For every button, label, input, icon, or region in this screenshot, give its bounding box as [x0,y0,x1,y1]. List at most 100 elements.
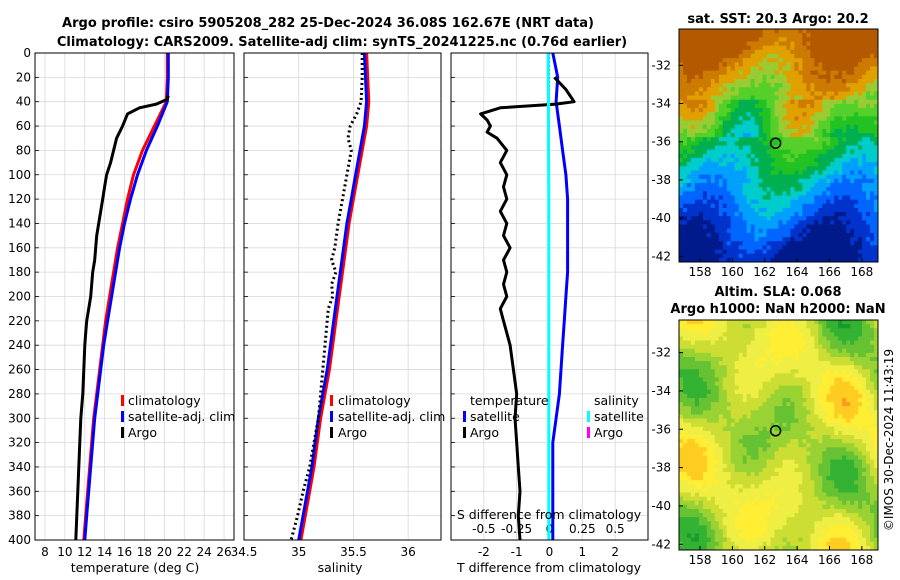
map-cell [730,137,736,142]
map-cell [806,157,811,163]
map-cell [806,141,811,146]
map-cell [679,451,684,456]
map-cell [762,178,767,184]
map-cell [858,78,863,84]
map-cell [694,178,700,184]
map-cell [754,128,759,134]
map-cell [742,455,748,461]
map-cell [766,178,771,184]
map-cell [690,439,696,444]
map-cell [746,377,752,383]
map-cell [690,149,696,155]
map-cell [834,426,839,432]
map-cell [742,103,748,109]
map-cell [778,45,783,51]
map-cell [746,257,752,263]
map-cell [818,344,823,350]
map-cell [782,91,787,96]
map-cell [706,328,712,333]
map-cell [794,418,799,424]
map-cell [854,406,859,411]
map-cell [826,463,831,469]
map-cell [746,439,752,444]
map-cell [730,467,736,473]
map-cell [778,53,783,59]
map-cell [710,406,716,411]
map-cell [866,328,871,333]
map-cell [846,389,851,395]
map-cell [766,447,771,452]
map-cell [854,377,859,383]
map-cell [706,373,712,378]
map-cell [710,58,716,63]
map-cell [706,257,712,263]
map-cell [834,365,839,370]
map-cell [838,447,843,452]
map-cell [838,352,843,358]
map-cell [818,149,823,155]
map-cell [734,91,740,96]
map-cell [698,182,704,188]
map-cell [814,257,819,263]
map-cell [830,402,835,407]
map-cell [698,187,704,192]
map-cell [698,361,704,366]
map-cell [778,439,783,444]
map-cell [822,393,827,399]
map-cell [762,320,767,325]
map-cell [842,62,847,67]
map-cell [782,439,787,444]
map-cell [774,389,779,395]
map-cell [858,29,863,34]
map-cell [842,207,847,213]
map-cell [694,120,700,126]
map-cell [818,157,823,163]
map-cell [782,253,787,259]
map-cell [806,162,811,167]
map-cell [826,447,831,452]
map-cell [834,410,839,415]
map-cell [866,145,871,151]
map-cell [830,120,835,126]
map-cell [714,174,720,180]
map-cell [802,418,807,424]
map-cell [866,352,871,358]
map-cell [718,195,724,200]
map-cell [682,191,688,196]
map-cell [770,66,775,72]
map-cell [702,112,708,117]
map-cell [858,467,863,473]
map-cell [782,191,787,196]
map-cell [738,37,744,42]
map-cell [706,174,712,180]
map-cell [722,430,728,436]
map-cell [786,58,791,63]
map-cell [818,328,823,333]
map-cell [770,447,775,452]
map-cell [690,340,696,346]
map-cell [714,99,720,105]
map-cell [750,393,756,399]
map-cell [814,332,819,337]
map-cell [826,426,831,432]
map-cell [862,232,867,238]
map-cell [742,83,748,88]
map-cell [746,385,752,391]
map-cell [802,137,807,142]
map-cell [698,170,704,176]
map-cell [834,389,839,395]
map-cell [822,232,827,238]
map-cell [698,463,704,469]
map-cell [854,393,859,399]
salinity-xlabel: salinity [318,560,363,575]
map-cell [686,340,692,346]
map-cell [686,237,692,242]
map-cell [766,459,771,465]
map-cell [726,451,732,456]
map-cell [690,220,696,225]
map-cell [778,137,783,142]
map-cell [842,128,847,134]
map-cell [862,58,867,63]
map-cell [762,157,767,163]
map-cell [702,447,708,452]
